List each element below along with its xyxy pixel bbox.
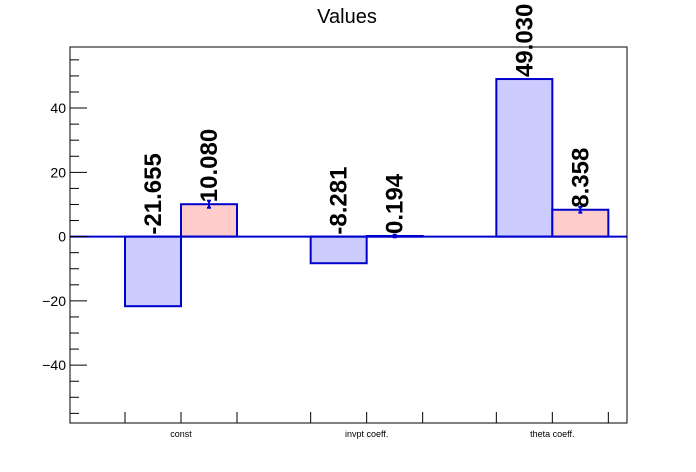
y-tick-label: −20 <box>42 293 66 309</box>
bar-series1-2 <box>495 78 554 238</box>
y-tick-label: 0 <box>58 229 66 245</box>
bar-series2-2 <box>551 208 610 238</box>
bar-series2-0 <box>180 203 238 238</box>
plot-frame <box>69 46 628 424</box>
value-label-series2-1: 0.194 <box>382 173 409 234</box>
error-bars <box>207 199 583 239</box>
y-tick-label: 20 <box>50 164 66 180</box>
bar-series1-0 <box>124 235 182 308</box>
value-label-series2-2: 8.358 <box>567 148 594 208</box>
axes: −40 −20 0 20 40 const invpt coeff. theta coeff. <box>42 46 628 439</box>
y-tick-label: −40 <box>42 357 66 373</box>
value-label-series1-2: 49.030 <box>511 4 538 77</box>
value-label-series1-0: -21.655 <box>140 153 167 234</box>
bars <box>124 78 610 308</box>
y-tick-label: 40 <box>50 100 66 116</box>
value-label-series1-1: -8.281 <box>326 167 353 235</box>
bar-series1-1 <box>309 235 368 265</box>
value-label-series2-0: 10.080 <box>196 129 223 202</box>
x-category-label: const <box>170 429 192 439</box>
x-category-label: invpt coeff. <box>345 429 388 439</box>
x-category-label: theta coeff. <box>530 429 574 439</box>
chart-title: Values <box>317 6 377 28</box>
value-labels: -21.655 -8.281 49.030 10.080 0.194 8.358 <box>140 4 594 235</box>
